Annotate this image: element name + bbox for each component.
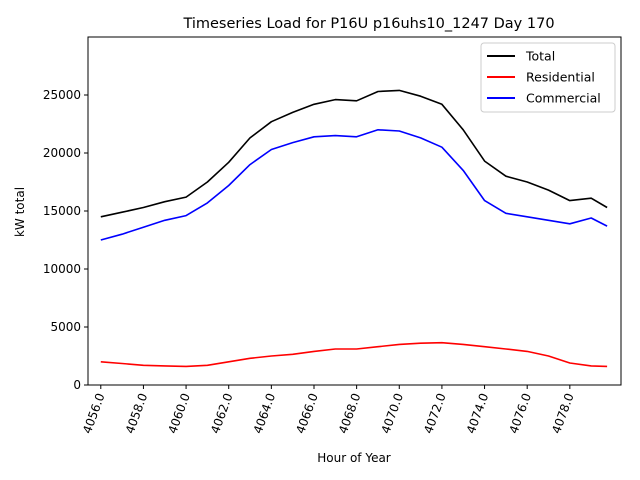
- axes-frame: [87, 36, 622, 386]
- y-tick-label: 25000: [43, 88, 81, 102]
- x-axis-label: Hour of Year: [317, 451, 391, 465]
- legend-label-total: Total: [525, 49, 555, 64]
- plot-area: [100, 89, 608, 368]
- legend-label-residential: Residential: [526, 70, 595, 85]
- series-line-commercial: [100, 129, 608, 241]
- series-line-residential: [100, 341, 608, 368]
- y-axis-label: kW total: [13, 187, 27, 237]
- series-line-total: [100, 89, 608, 218]
- legend: Total Residential Commercial: [480, 42, 616, 113]
- y-tick-label: 15000: [43, 204, 81, 218]
- y-axis: 0 5000 10000 15000 20000 25000: [43, 88, 88, 392]
- y-tick-label: 5000: [50, 320, 81, 334]
- legend-box: [480, 42, 616, 113]
- y-tick-label: 0: [73, 378, 81, 392]
- y-tick-label: 20000: [43, 146, 81, 160]
- chart-title: Timeseries Load for P16U p16uhs10_1247 D…: [182, 16, 554, 32]
- legend-label-commercial: Commercial: [526, 91, 601, 106]
- y-tick-label: 10000: [43, 262, 81, 276]
